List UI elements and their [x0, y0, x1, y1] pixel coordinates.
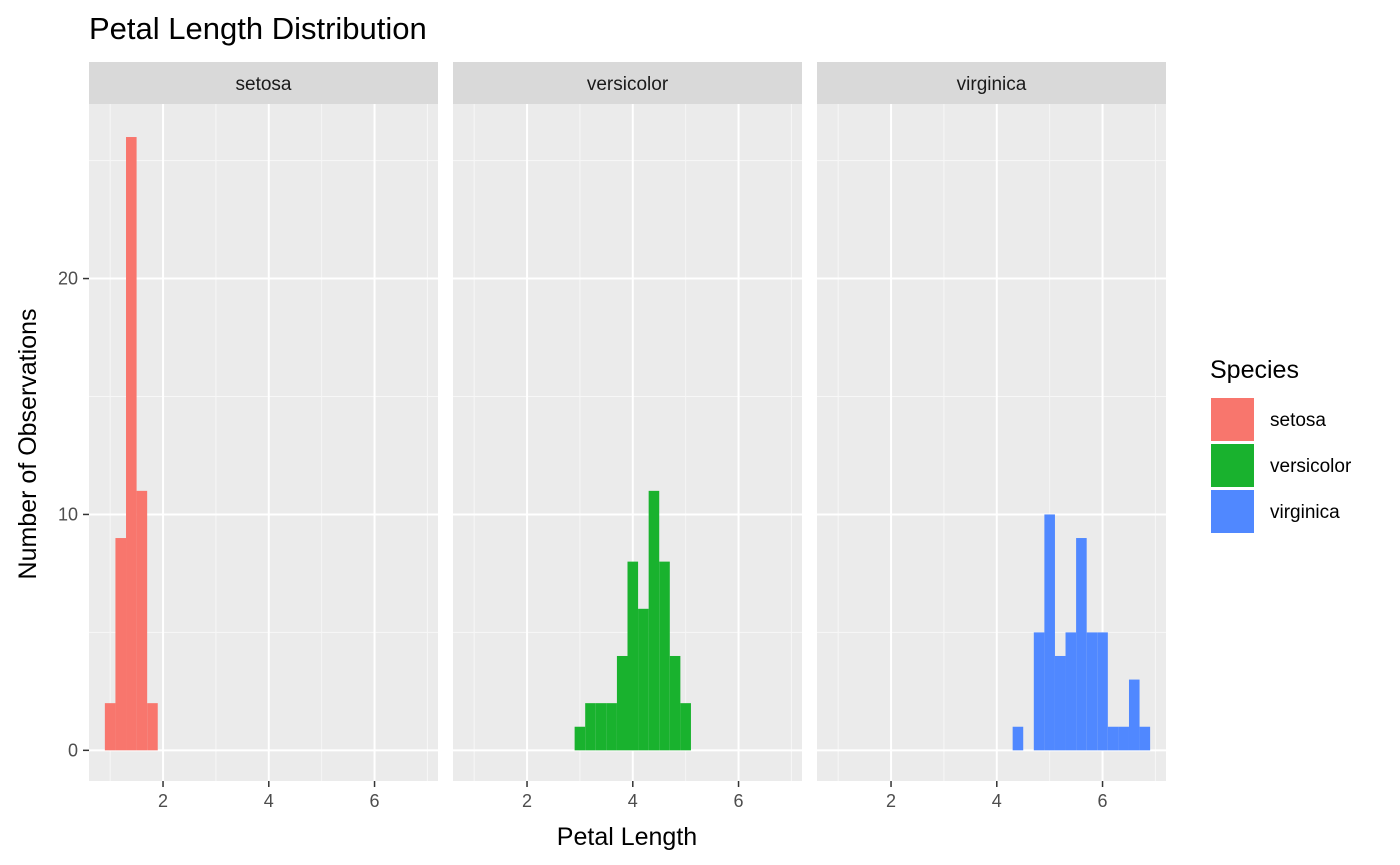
x-tick-label: 4 [628, 791, 638, 811]
x-tick-label: 4 [992, 791, 1002, 811]
histogram-bar [648, 490, 660, 751]
histogram-bar [669, 655, 681, 751]
histogram-bar [1044, 514, 1055, 751]
y-axis-title: Number of Observations [14, 309, 42, 580]
x-tick-label: 4 [264, 791, 274, 811]
x-tick-label: 6 [1098, 791, 1108, 811]
facet-strip-versicolor [453, 62, 802, 104]
histogram-bar [616, 655, 628, 751]
facet-strip-label: versicolor [587, 74, 669, 95]
x-tick-label: 2 [886, 791, 896, 811]
histogram-bar [627, 561, 639, 751]
panel-background [817, 104, 1166, 781]
histogram-bar [1128, 679, 1140, 751]
legend-key-virginica [1209, 488, 1256, 535]
histogram-bar [1086, 632, 1098, 751]
chart-title: Petal Length Distribution [89, 11, 427, 46]
histogram-bar [1054, 655, 1066, 751]
y-tick-label: 10 [58, 504, 78, 524]
histogram-bar [1012, 726, 1024, 751]
histogram-bar [585, 703, 596, 751]
facet-panel-virginica: virginica 2 4 6 [817, 62, 1166, 811]
histogram-bar [680, 703, 691, 751]
histogram-bar [104, 703, 116, 751]
histogram-bar [115, 538, 127, 751]
histogram-bar [1065, 632, 1077, 751]
facet-strip-virginica [817, 62, 1166, 104]
histogram-bar [147, 703, 158, 751]
histogram-bar [638, 608, 649, 751]
histogram-bar [1097, 632, 1108, 751]
x-tick-label: 2 [158, 791, 168, 811]
histogram-bar [606, 703, 617, 751]
facet-strip-setosa [89, 62, 438, 104]
histogram-bar [136, 490, 148, 751]
histogram-bar [1118, 726, 1129, 751]
facet-strip-label: virginica [957, 74, 1027, 95]
histogram-bar [595, 703, 607, 751]
facet-panels: setosa 2 4 6 versicolor 2 4 6 virginica 2 4 6 [89, 62, 1166, 811]
legend-label: versicolor [1270, 456, 1352, 477]
x-tick-label: 6 [370, 791, 380, 811]
legend-key-setosa [1209, 396, 1256, 443]
histogram-bar [1107, 726, 1119, 751]
legend: Species setosa versicolor virginica [1209, 356, 1352, 535]
histogram-bar [1076, 538, 1087, 751]
histogram-bar [574, 726, 586, 751]
legend-label: virginica [1270, 502, 1340, 523]
x-tick-label: 6 [734, 791, 744, 811]
histogram-bar [659, 561, 670, 751]
histogram-bar [1139, 726, 1151, 751]
facet-panel-versicolor: versicolor 2 4 6 [453, 62, 802, 811]
legend-label: setosa [1270, 410, 1326, 431]
x-axis-title: Petal Length [557, 823, 697, 851]
y-axis: 0 10 20 [58, 269, 89, 760]
facet-panel-setosa: setosa 2 4 6 [89, 62, 438, 811]
facet-strip-label: setosa [236, 74, 292, 95]
x-tick-label: 2 [522, 791, 532, 811]
y-tick-label: 20 [58, 269, 78, 289]
histogram-bar [1033, 632, 1045, 751]
legend-key-versicolor [1209, 442, 1256, 489]
legend-title: Species [1210, 356, 1299, 384]
y-tick-label: 0 [68, 740, 78, 760]
histogram-bar [126, 137, 137, 751]
